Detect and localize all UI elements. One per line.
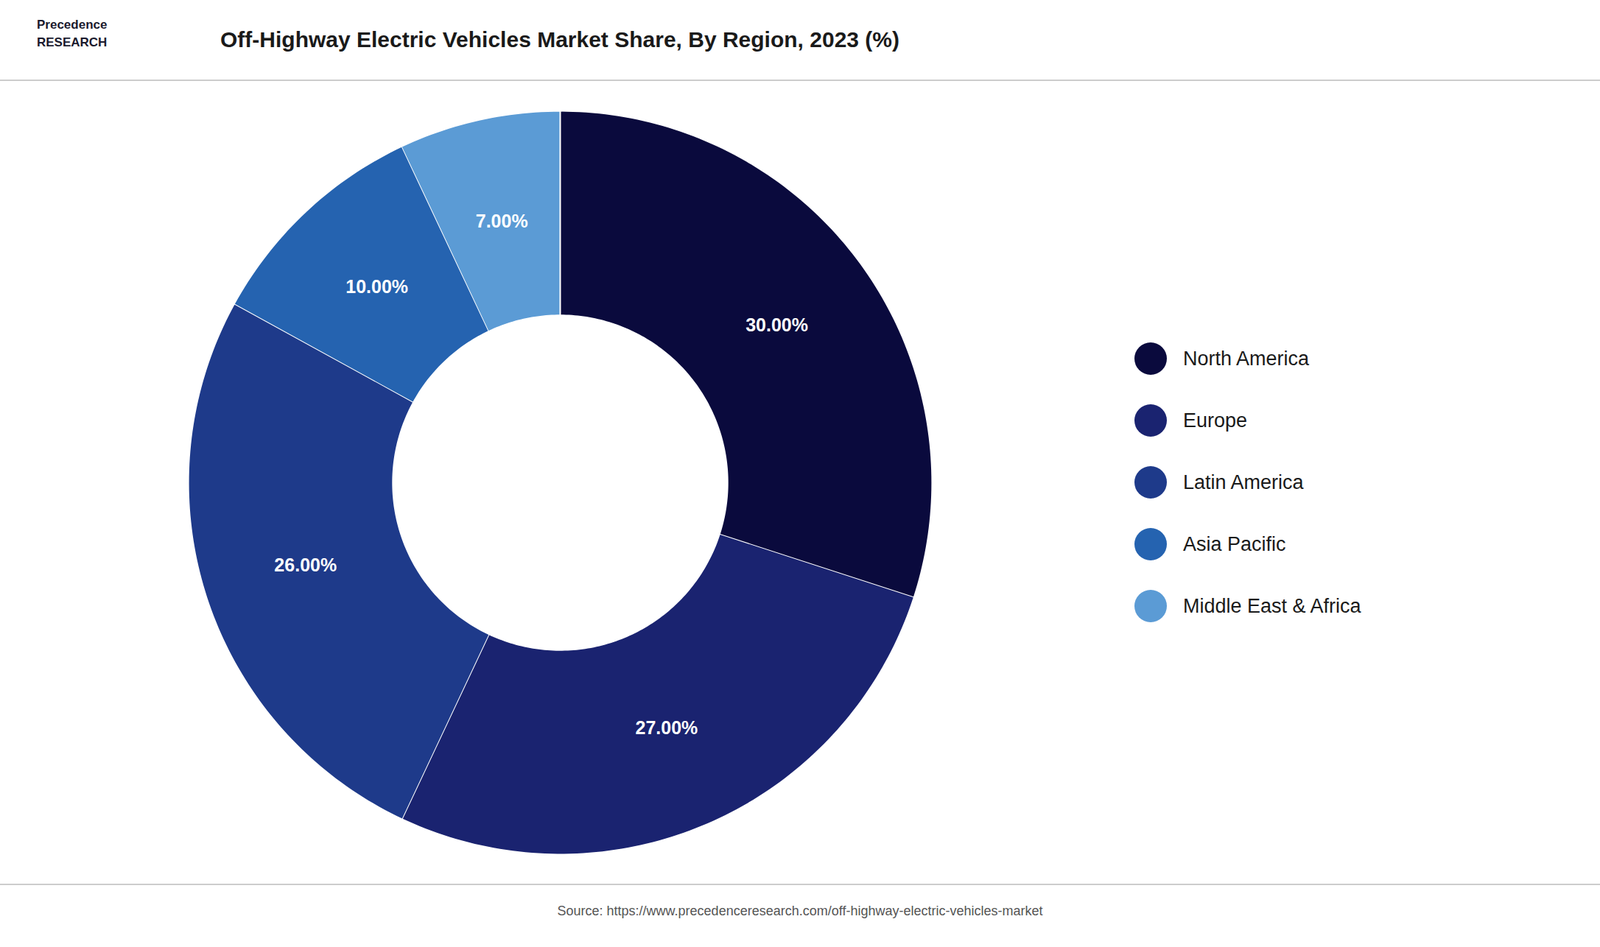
svg-text:10.00%: 10.00% — [345, 276, 409, 297]
svg-text:27.00%: 27.00% — [634, 717, 698, 739]
html-text:Source: https://www.precedence: Source: https://www.precedenceresearch.c… — [557, 903, 1043, 919]
html-text:Precedence: Precedence — [36, 17, 108, 32]
html-text:Middle East & Africa: Middle East & Africa — [1183, 594, 1362, 617]
html-text:Europe: Europe — [1183, 409, 1248, 432]
html-text:North America: North America — [1183, 347, 1310, 370]
html-text:Asia Pacific: Asia Pacific — [1183, 532, 1286, 556]
html-text:Latin America: Latin America — [1183, 471, 1304, 494]
html-text:RESEARCH: RESEARCH — [36, 35, 108, 50]
html-text:Off-Highway Electric Vehicles: Off-Highway Electric Vehicles Market Sha… — [220, 27, 900, 52]
svg-text:26.00%: 26.00% — [274, 554, 337, 576]
svg-text:7.00%: 7.00% — [475, 210, 529, 232]
svg-text:30.00%: 30.00% — [745, 314, 809, 336]
